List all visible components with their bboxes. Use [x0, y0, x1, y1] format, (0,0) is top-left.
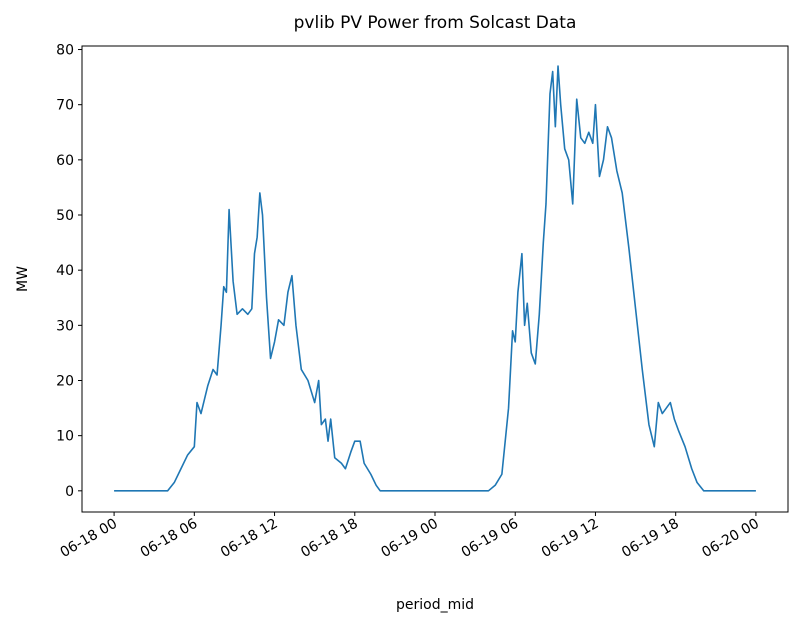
plot-frame: [81, 45, 789, 513]
x-axis-label: period_mid: [396, 597, 474, 613]
x-tick-label: 06-20 00: [699, 516, 762, 561]
y-tick-label: 0: [65, 484, 74, 500]
y-tick-label: 40: [56, 263, 74, 279]
y-axis-label: MW: [15, 266, 31, 292]
x-tick-label: 06-19 06: [459, 516, 522, 561]
x-tick-label: 06-18 00: [58, 516, 121, 561]
chart-title: pvlib PV Power from Solcast Data: [294, 13, 577, 33]
y-tick-label: 20: [56, 373, 74, 389]
x-tick-label: 06-19 12: [539, 516, 602, 561]
x-tick-label: 06-18 06: [138, 516, 201, 561]
x-tick-label: 06-19 18: [619, 516, 682, 561]
x-tick-label: 06-18 18: [298, 516, 361, 561]
y-tick-label: 10: [56, 429, 74, 445]
y-tick-label: 30: [56, 318, 74, 334]
x-tick-label: 06-18 12: [218, 516, 281, 561]
y-tick-label: 80: [56, 43, 74, 59]
y-tick-label: 60: [56, 153, 74, 169]
y-tick-label: 70: [56, 98, 74, 114]
y-tick-label: 50: [56, 208, 74, 224]
line-series: [114, 65, 756, 492]
x-tick-label: 06-19 00: [378, 516, 441, 561]
